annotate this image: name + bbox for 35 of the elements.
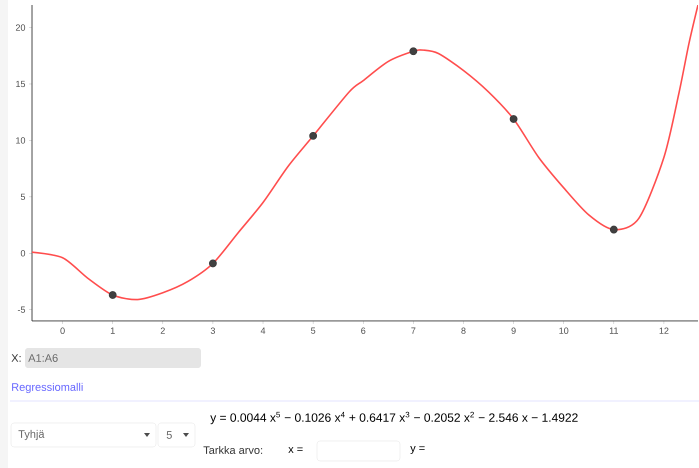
point: [108, 291, 117, 299]
y-tick-label: 20: [16, 24, 26, 31]
text: Tarkka arvo:: [203, 446, 262, 454]
y-tick-label: 15: [16, 80, 26, 88]
x-tick-label: 10: [559, 328, 568, 334]
text: X:: [11, 354, 21, 362]
point: [510, 115, 518, 123]
x-tick-label: 9: [512, 328, 516, 334]
x-tick-label: 0: [60, 328, 65, 334]
x-tick-label: 5: [310, 328, 316, 334]
text: Tyhjä: [18, 430, 44, 440]
point: [209, 260, 217, 268]
x-tick-label: 8: [461, 328, 466, 334]
text: 5: [166, 431, 172, 439]
y-tick-label: 0: [20, 250, 26, 256]
x-tick-label: 1: [110, 328, 115, 334]
text: x =: [288, 447, 303, 453]
text: y = 0.0044 x$^{5}$ − 0.1026 x$^{4}$ + 0.6417 x$^{3}$ − 0.2052 x$^{2}$ − 2.546 x − 1.4922: [210, 412, 578, 424]
line-series: [32, 4, 698, 300]
text: A1:A6: [28, 354, 58, 362]
text: y =: [410, 446, 425, 454]
x-tick-label: 7: [411, 328, 416, 334]
y-tick-label: 5: [20, 194, 26, 200]
x-tick-label: 4: [260, 328, 266, 334]
x-tick-label: 11: [610, 328, 618, 334]
point: [610, 226, 618, 234]
x-tick-label: 6: [361, 328, 366, 334]
y-tick-label: 10: [16, 137, 26, 144]
x-tick-label: 3: [210, 328, 216, 334]
point: [409, 47, 418, 56]
text: Regressiomalli: [12, 382, 83, 394]
y-tick-label: -5: [18, 306, 26, 313]
point: [309, 132, 318, 140]
x-tick-label: 2: [160, 328, 165, 334]
x-tick-label: 12: [660, 328, 668, 334]
